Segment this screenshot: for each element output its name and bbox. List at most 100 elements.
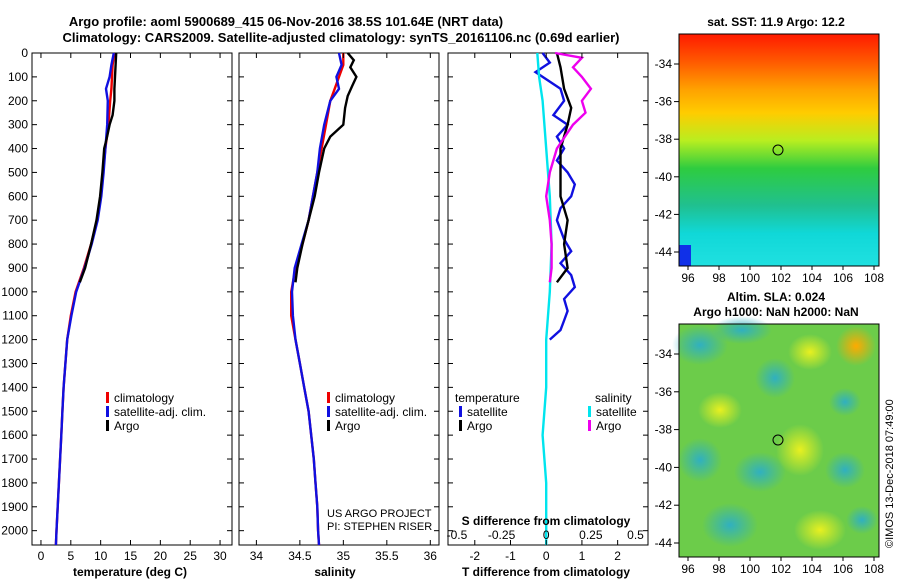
legend-salinity-title: salinity xyxy=(595,391,632,405)
legend-swatch-s-argo xyxy=(588,420,591,431)
x-tick-label: 36 xyxy=(424,549,438,563)
sla-eddy xyxy=(678,438,722,482)
legend-s-argo: Argo xyxy=(596,419,622,433)
salinity-xlabel: salinity xyxy=(314,565,356,579)
depth-tick-label: 0 xyxy=(21,46,28,60)
sdiff-xlabel: S difference from climatology xyxy=(462,514,631,528)
depth-tick-label: 1400 xyxy=(1,380,28,394)
tdiff-xlabel: T difference from climatology xyxy=(462,565,630,579)
sla-eddy xyxy=(712,316,772,344)
argo-location-marker xyxy=(772,144,784,156)
map-lon-label: 102 xyxy=(771,271,791,285)
sst-map-title: sat. SST: 11.9 Argo: 12.2 xyxy=(707,15,845,29)
figure-title-line2: Climatology: CARS2009. Satellite-adjuste… xyxy=(62,30,619,45)
x-tick-label: 20 xyxy=(154,549,168,563)
map-lat-label: -42 xyxy=(655,498,673,512)
panel-frame-1 xyxy=(238,52,440,546)
map-lat-label: -44 xyxy=(655,536,673,550)
credit-line1: US ARGO PROJECT xyxy=(327,508,432,520)
depth-tick-label: 300 xyxy=(8,118,28,132)
sla-eddy xyxy=(776,424,824,476)
x-tick-label: -2 xyxy=(469,549,480,563)
legend-temperature-title: temperature xyxy=(455,391,520,405)
x-tick-label: 1 xyxy=(579,549,586,563)
legend-argo: Argo xyxy=(335,419,361,433)
legend-satellite: satellite-adj. clim. xyxy=(114,405,206,419)
sla-eddy xyxy=(734,452,786,492)
salinity-legend: climatology satellite-adj. clim. Argo xyxy=(327,391,427,433)
depth-tick-label: 1500 xyxy=(1,404,28,418)
series-temperature-satellite xyxy=(533,52,577,341)
x-tick-label: 34.5 xyxy=(288,549,312,563)
depth-tick-label: 2000 xyxy=(1,524,28,538)
depth-tick-label: 1300 xyxy=(1,356,28,370)
legend-swatch-argo xyxy=(327,420,330,431)
map-lon-label: 98 xyxy=(712,562,726,576)
legend-swatch-satellite xyxy=(327,406,330,417)
map-lon-label: 104 xyxy=(802,271,822,285)
map-lon-label: 96 xyxy=(681,271,695,285)
depth-tick-label: 900 xyxy=(8,261,28,275)
depth-tick-label: 700 xyxy=(8,213,28,227)
x-tick-label: 25 xyxy=(184,549,198,563)
legend-satellite: satellite-adj. clim. xyxy=(335,405,427,419)
map-lon-label: 106 xyxy=(833,271,853,285)
depth-tick-label: 600 xyxy=(8,189,28,203)
depth-tick-label: 1000 xyxy=(1,285,28,299)
map-lat-label: -36 xyxy=(655,95,673,109)
sla-eddy xyxy=(755,358,795,398)
x-tick-label: 35 xyxy=(337,549,351,563)
credit-line2: PI: STEPHEN RISER xyxy=(327,521,432,533)
panel-frame-0 xyxy=(31,52,233,546)
depth-tick-label: 1100 xyxy=(2,309,28,323)
map-lat-label: -34 xyxy=(655,347,673,361)
legend-swatch-t-satellite xyxy=(459,406,462,417)
depth-tick-label: 1900 xyxy=(1,500,28,514)
depth-tick-label: 500 xyxy=(8,165,28,179)
depth-tick-label: 200 xyxy=(8,94,28,108)
temperature-xlabel: temperature (deg C) xyxy=(73,565,187,579)
s-diff-tick-label: 0 xyxy=(543,528,550,542)
series-argo xyxy=(294,52,358,283)
series-salinity-satellite xyxy=(536,52,553,545)
depth-tick-label: 400 xyxy=(8,142,28,156)
s-diff-tick-label: 0.25 xyxy=(579,528,603,542)
legend-t-satellite: satellite xyxy=(467,405,508,419)
legend-argo: Argo xyxy=(114,419,140,433)
x-tick-label: 0 xyxy=(38,549,45,563)
sla-map-frame xyxy=(678,323,880,558)
map-lat-label: -42 xyxy=(655,207,673,221)
map-lat-label: -40 xyxy=(655,460,673,474)
x-tick-label: 30 xyxy=(213,549,227,563)
legend-swatch-climatology xyxy=(327,392,330,403)
legend-climatology: climatology xyxy=(335,391,395,405)
depth-tick-label: 100 xyxy=(8,70,28,84)
map-lon-label: 100 xyxy=(740,271,760,285)
x-tick-label: 2 xyxy=(614,549,621,563)
map-lon-label: 98 xyxy=(712,271,726,285)
map-lat-label: -34 xyxy=(655,57,673,71)
x-tick-label: 15 xyxy=(124,549,138,563)
sst-map-frame xyxy=(678,33,880,267)
legend-climatology: climatology xyxy=(114,391,174,405)
map-lat-label: -38 xyxy=(655,132,673,146)
map-lon-label: 102 xyxy=(771,562,791,576)
map-lon-label: 108 xyxy=(864,271,884,285)
map-lat-label: -44 xyxy=(655,245,673,259)
map-lon-label: 104 xyxy=(802,562,822,576)
x-tick-label: 35.5 xyxy=(375,549,399,563)
map-lat-label: -38 xyxy=(655,423,673,437)
sla-map xyxy=(672,316,880,558)
sla-eddy xyxy=(794,510,846,550)
series-temperature-argo xyxy=(555,52,573,284)
sla-eddy xyxy=(846,506,878,534)
sla-eddy xyxy=(829,388,861,416)
legend-swatch-argo xyxy=(106,420,109,431)
series-salinity-argo xyxy=(544,51,593,283)
map-lat-label: -36 xyxy=(655,385,673,399)
imos-stamp: ©IMOS 13-Dec-2018 07:49:00 xyxy=(884,399,896,548)
sla-eddy xyxy=(788,334,832,370)
legend-swatch-climatology xyxy=(106,392,109,403)
